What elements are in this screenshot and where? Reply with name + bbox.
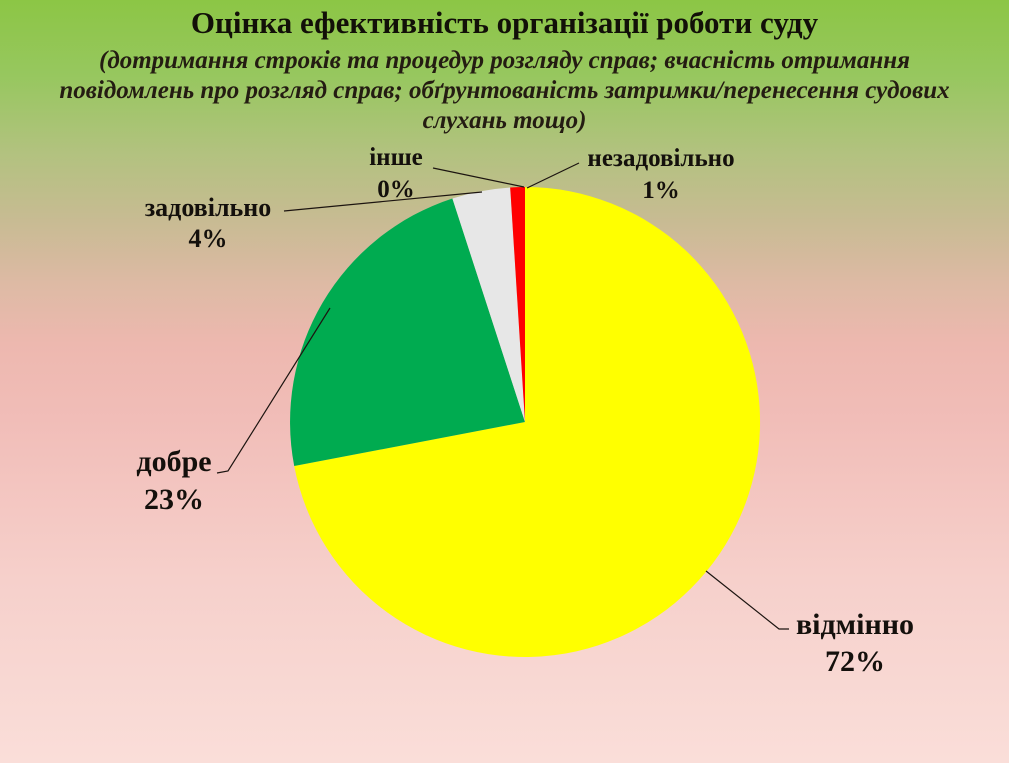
slice-name: добре <box>136 445 212 478</box>
slice-percent: 23% <box>144 483 204 516</box>
leader-line-відмінно <box>705 570 789 630</box>
slice-percent: 0% <box>377 176 415 203</box>
label-vidminno: відмінно 72% <box>796 606 914 680</box>
chart-subtitle-line-3: слухань тощо) <box>422 107 587 134</box>
label-inshe: інше 0% <box>369 142 423 206</box>
leader-line-задовільно <box>283 191 483 212</box>
pie-slice-відмінно <box>294 187 761 657</box>
chart-subtitle-line-2: повідомлень про розгляд справ; обґрунтов… <box>59 77 950 104</box>
slice-percent: 1% <box>642 177 680 204</box>
leader-line-добре <box>216 307 331 474</box>
label-nezadovilno: незадовільно 1% <box>587 143 734 207</box>
slice-name: відмінно <box>795 608 915 641</box>
label-dobre: добре 23% <box>136 443 211 519</box>
chart-subtitle: (дотримання строків та процедур розгляду… <box>0 46 1009 136</box>
chart-title: Оцінка ефективність організації роботи с… <box>190 5 819 40</box>
slice-name: інше <box>369 144 423 171</box>
label-zadovilno: задовільно 4% <box>145 192 272 254</box>
leader-line-інше <box>432 167 525 188</box>
pie-slice-задовільно <box>452 187 525 422</box>
slice-name: задовільно <box>144 193 272 222</box>
slice-percent: 4% <box>188 224 228 253</box>
slice-percent: 72% <box>825 645 885 678</box>
pie-slice-добре <box>290 198 525 466</box>
slice-name: незадовільно <box>587 145 735 172</box>
pie-slice-незадовільно <box>510 187 525 422</box>
leader-line-незадовільно <box>526 162 580 189</box>
chart-subtitle-line-1: (дотримання строків та процедур розгляду… <box>99 47 910 74</box>
